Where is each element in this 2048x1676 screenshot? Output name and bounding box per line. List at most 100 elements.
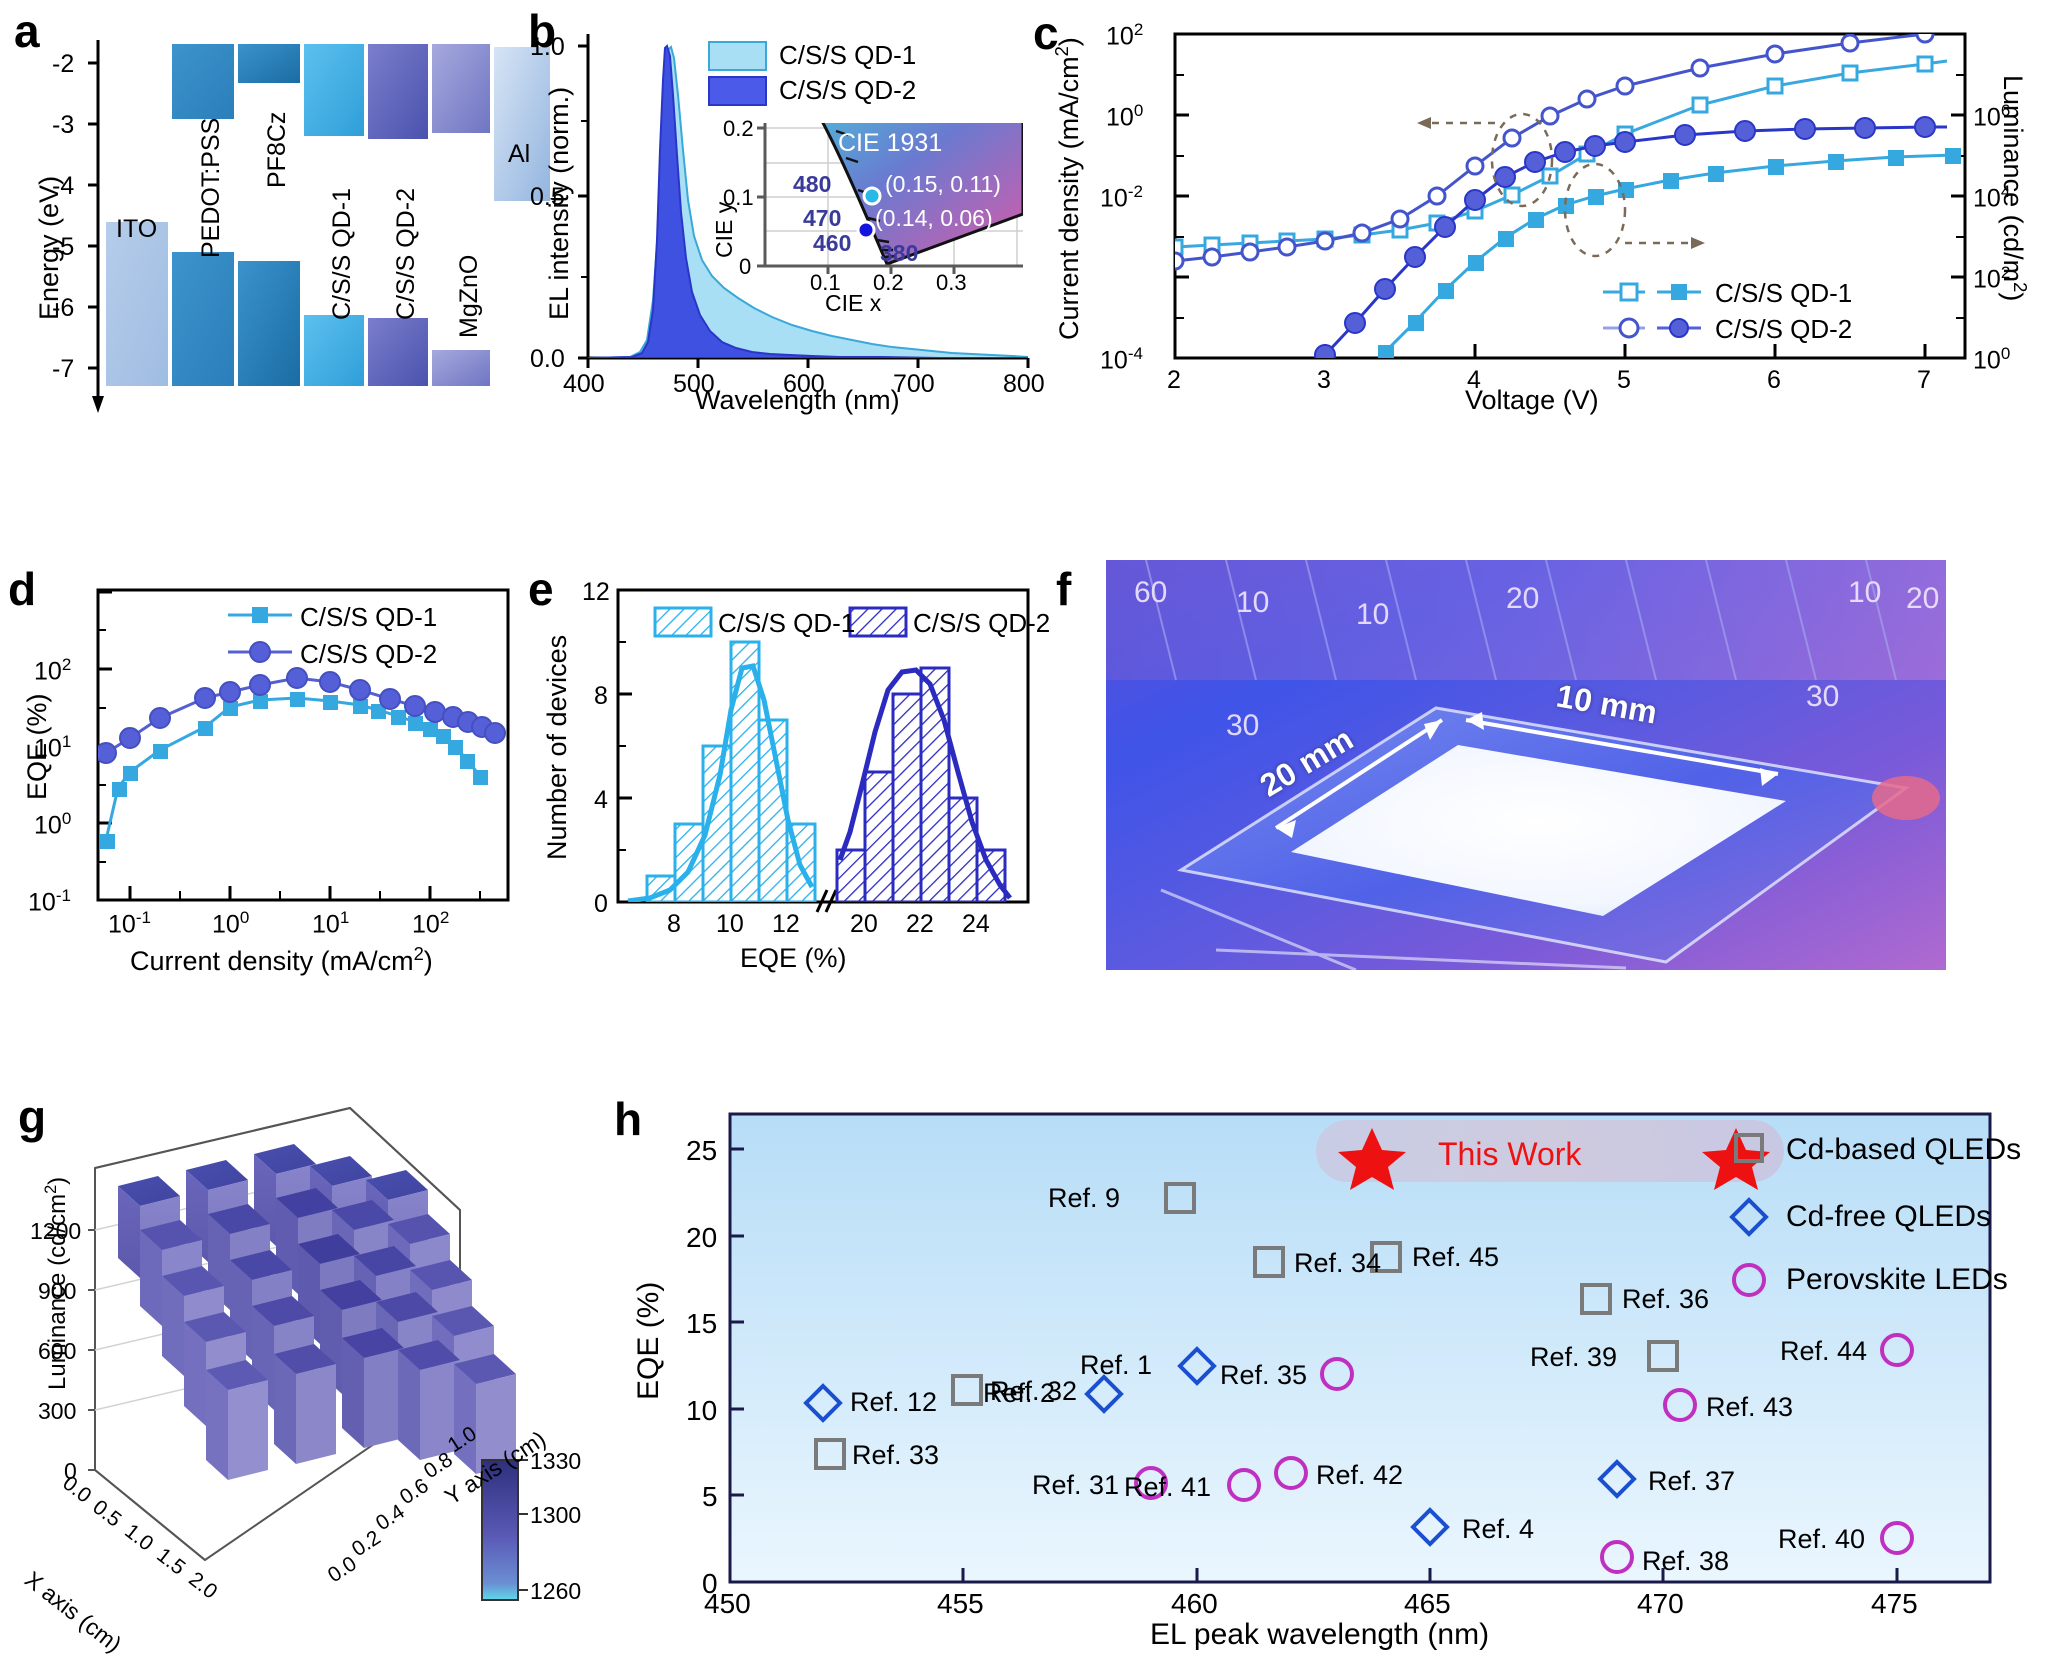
panel-a-layer-pedotpss: PEDOT:PSS (197, 117, 225, 258)
panel-e-legend-markers (653, 606, 908, 638)
panel-h-xtick-1: 455 (937, 1588, 984, 1619)
panel-g-ztick-2: 600 (38, 1338, 77, 1364)
point-ref34 (1253, 1246, 1285, 1278)
panel-c-ytick-right-1: 102 (1973, 263, 2011, 294)
panel-e-xtick-3: 20 (850, 910, 878, 938)
panel-a-layer-qd2: C/S/S QD-2 (392, 188, 420, 320)
panel-g: g Luminance (cd/cm2) (0, 1090, 600, 1676)
point-ref35 (1320, 1357, 1354, 1391)
label-ref12: Ref. 12 (850, 1387, 938, 1417)
label-ref9: Ref. 9 (1048, 1183, 1121, 1213)
panel-b-xtick-0: 400 (563, 370, 605, 398)
label-ref1: Ref. 1 (1080, 1350, 1153, 1380)
panel-f: f (1040, 560, 2048, 980)
panel-c-ytick-right-3: 106 (1973, 101, 2011, 132)
panel-h-ytick-5: 25 (686, 1135, 718, 1166)
panel-b-xtick-4: 800 (1003, 370, 1045, 398)
cie-title: CIE 1931 (838, 129, 943, 157)
panel-c-xtick-5: 7 (1917, 366, 1931, 394)
axis-break-mark (815, 889, 838, 913)
panel-c-ytick-right-2: 104 (1973, 182, 2011, 213)
panel-f-label: f (1056, 563, 1072, 615)
cie-xtick-1: 0.2 (873, 270, 904, 295)
panel-a-ytick-1: -3 (52, 111, 75, 139)
point-ref32 (951, 1374, 983, 1406)
panel-h: h EQE (%) EL peak wavelength (nm) (600, 1090, 2048, 1676)
panel-h-ytick-4: 20 (686, 1222, 718, 1253)
cie-point-label-qd1: (0.15, 0.11) (885, 171, 1001, 197)
panel-b-label: b (528, 5, 557, 57)
panel-b-legend: C/S/S QD-1 C/S/S QD-2 (708, 40, 916, 106)
panel-a-layer-mgzno: MgZnO (455, 254, 483, 338)
panel-e-xtick-0: 8 (667, 910, 681, 938)
label-ref34: Ref. 34 (1294, 1248, 1382, 1278)
panel-a: a Energy (eV) (0, 0, 550, 420)
panel-c-ytick-left-1: 10-2 (1100, 182, 1143, 213)
panel-g-ztick-4: 1200 (30, 1218, 82, 1244)
point-ref36 (1580, 1283, 1612, 1315)
panel-b-xtick-1: 500 (673, 370, 715, 398)
label-ref39: Ref. 39 (1530, 1342, 1618, 1372)
panel-c-label: c (1033, 7, 1059, 59)
panel-c-xtick-3: 5 (1617, 366, 1631, 394)
panel-e-xtick-4: 22 (906, 910, 934, 938)
point-ref9 (1164, 1182, 1196, 1214)
panel-a-ytick-4: -6 (52, 294, 75, 322)
panel-h-legend-markers (1729, 1133, 1769, 1297)
svg-text:10: 10 (1236, 586, 1269, 619)
cie-xtick-0: 0.1 (810, 270, 841, 295)
panel-c-xtick-2: 4 (1467, 366, 1481, 394)
panel-h-xtick-3: 465 (1404, 1588, 1451, 1619)
svg-text:10: 10 (1356, 598, 1389, 631)
panel-c: c Current density (mA/cm2) Luminance (cd… (1025, 0, 2048, 420)
point-ref45 (1370, 1241, 1402, 1273)
panel-h-xtick-0: 450 (704, 1588, 751, 1619)
panel-g-label: g (18, 1091, 47, 1143)
panel-g-colorbar-tick-2: 1330 (530, 1448, 582, 1474)
point-ref40 (1880, 1521, 1914, 1555)
panel-d: d EQE (%) Current density (mA/cm2) (0, 560, 520, 980)
panel-h-legend-label-cd-free: Cd-free QLEDs (1786, 1200, 1992, 1233)
panel-b-ytick-0: 0.0 (530, 345, 565, 373)
label-ref36: Ref. 36 (1622, 1284, 1710, 1314)
panel-b-plot (578, 34, 1030, 368)
annotation-ellipse-left (1490, 112, 1554, 208)
panel-c-legend-label-qd1: C/S/S QD-1 (1715, 278, 1853, 308)
panel-c-legend-label-qd2: C/S/S QD-2 (1715, 314, 1853, 344)
svg-text:60: 60 (1134, 576, 1167, 609)
cie-point-qd2 (856, 220, 876, 240)
panel-d-xtick-1: 100 (212, 908, 250, 939)
label-ref38: Ref. 38 (1642, 1546, 1730, 1576)
panel-e-ytick-2: 8 (594, 682, 608, 710)
panel-d-xtick-0: 10-1 (108, 908, 151, 939)
panel-b-xtick-3: 700 (893, 370, 935, 398)
panel-e-legend-label-qd2: C/S/S QD-2 (913, 608, 1051, 638)
panel-h-ytick-1: 5 (702, 1481, 718, 1512)
panel-a-layer-ito: ITO (116, 215, 158, 243)
panel-c-ytick-left-0: 10-4 (1100, 344, 1143, 375)
panel-c-xlabel: Voltage (V) (1465, 385, 1599, 415)
panel-c-ytick-right-0: 100 (1973, 344, 2011, 375)
point-ref31 (1134, 1466, 1168, 1500)
panel-a-ytick-2: -4 (52, 172, 75, 200)
legend-swatch-qd1 (708, 40, 767, 71)
svg-text:10: 10 (1848, 576, 1881, 609)
panel-d-plot (96, 588, 510, 902)
label-ref37: Ref. 37 (1648, 1466, 1736, 1496)
device-photo: 60 10 10 20 10 20 30 30 (1106, 560, 1946, 970)
cie-wl-480: 480 (793, 171, 832, 197)
panel-g-ztick-0: 0 (64, 1458, 77, 1484)
annotation-ellipse-right (1563, 162, 1627, 258)
dimension-arrows (1274, 712, 1779, 838)
panel-e-legend-label-qd1: C/S/S QD-1 (718, 608, 856, 638)
this-work-star-left (1338, 1128, 1406, 1190)
point-ref39 (1647, 1340, 1679, 1372)
panel-a-label: a (14, 5, 40, 57)
cie-ytick-2: 0.2 (723, 116, 754, 141)
cie-xtick-2: 0.3 (936, 270, 967, 295)
panel-d-ytick-3: 102 (34, 655, 72, 686)
panel-g-colorbar (481, 1459, 528, 1601)
panel-d-legend-label-qd2: C/S/S QD-2 (300, 639, 438, 669)
panel-c-xtick-4: 6 (1767, 366, 1781, 394)
panel-h-ytick-2: 10 (686, 1395, 718, 1426)
